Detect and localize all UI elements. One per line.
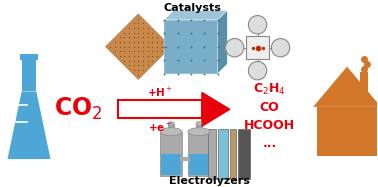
Polygon shape: [218, 10, 227, 73]
Text: Catalysts: Catalysts: [163, 3, 221, 13]
Polygon shape: [202, 92, 230, 126]
Polygon shape: [164, 20, 218, 73]
Polygon shape: [317, 107, 377, 156]
Circle shape: [271, 39, 290, 57]
Circle shape: [248, 62, 267, 80]
Ellipse shape: [188, 128, 210, 136]
Ellipse shape: [160, 128, 182, 136]
Polygon shape: [20, 54, 38, 60]
Polygon shape: [218, 129, 228, 179]
Ellipse shape: [168, 122, 174, 126]
Polygon shape: [105, 14, 171, 79]
Polygon shape: [22, 60, 36, 91]
Polygon shape: [164, 10, 227, 20]
Polygon shape: [208, 129, 216, 179]
Text: Electrolyzers: Electrolyzers: [169, 176, 250, 186]
Text: HCOOH: HCOOH: [244, 119, 295, 132]
Polygon shape: [230, 129, 236, 179]
Polygon shape: [168, 124, 174, 132]
Text: ...: ...: [262, 137, 277, 150]
Polygon shape: [188, 132, 210, 176]
Text: +e$^-$: +e$^-$: [148, 122, 172, 133]
Polygon shape: [313, 67, 378, 107]
Polygon shape: [360, 72, 369, 105]
Text: C$_2$H$_4$: C$_2$H$_4$: [253, 82, 286, 97]
Ellipse shape: [196, 122, 202, 126]
Text: CO$_2$: CO$_2$: [54, 96, 103, 122]
Polygon shape: [8, 91, 50, 159]
Polygon shape: [160, 132, 182, 176]
Polygon shape: [238, 129, 249, 179]
Polygon shape: [189, 154, 209, 175]
Text: +H$^+$: +H$^+$: [147, 86, 173, 99]
Polygon shape: [161, 154, 181, 175]
Polygon shape: [196, 124, 202, 132]
Text: CO: CO: [260, 101, 279, 114]
Circle shape: [225, 39, 244, 57]
Polygon shape: [118, 100, 202, 118]
Circle shape: [248, 16, 267, 34]
Polygon shape: [246, 36, 269, 59]
